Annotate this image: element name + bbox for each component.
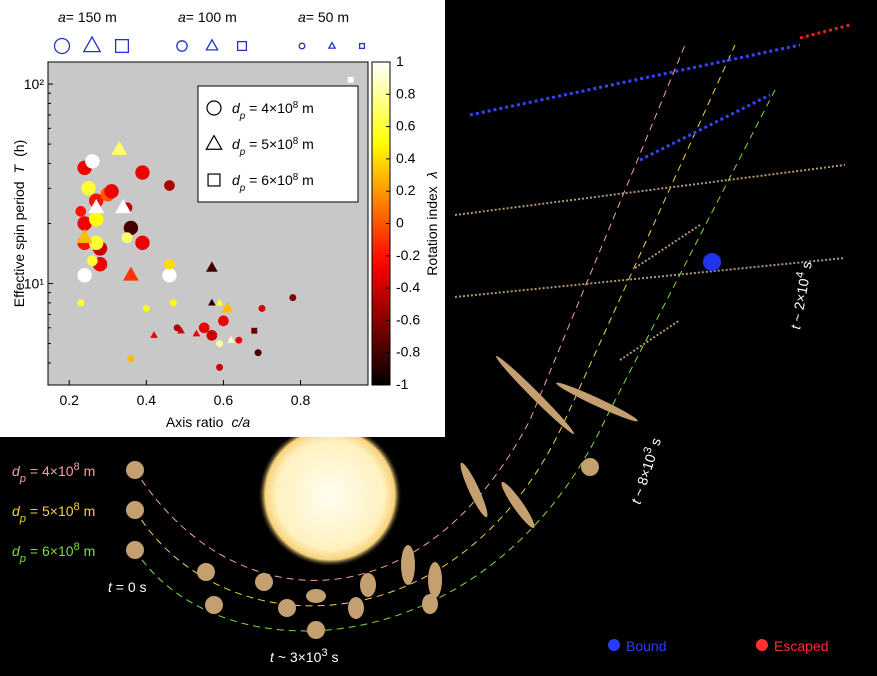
colorbar-tick-label: -0.6: [396, 311, 420, 327]
label-part: p: [19, 473, 26, 485]
y-axis-label: Effective spin period T (h): [11, 140, 27, 308]
label-part: = 150 m: [66, 9, 117, 25]
marker: [77, 268, 91, 282]
marker: [77, 299, 84, 306]
marker: [87, 255, 98, 266]
colorbar-tick-label: -0.8: [396, 344, 420, 360]
legend-label: Escaped: [774, 638, 828, 654]
label-part: a: [58, 9, 66, 25]
label-part: Rotation index: [424, 186, 440, 276]
marker: [348, 77, 354, 83]
label-part: Axis ratio: [166, 414, 224, 430]
marker: [235, 337, 242, 344]
x-tick-label: 0.8: [291, 392, 311, 408]
marker: [255, 349, 262, 356]
marker: [162, 268, 176, 282]
sun: [258, 423, 402, 567]
label-part: = 4×10: [245, 100, 293, 116]
label-part: Effective spin period: [11, 181, 27, 307]
label-part: m: [80, 503, 96, 519]
label-part: a: [298, 9, 306, 25]
marker: [164, 180, 175, 191]
legend-marker: [608, 639, 620, 651]
marker: [122, 232, 133, 243]
marker: [251, 328, 257, 334]
marker: [289, 294, 296, 301]
label-part: p: [19, 513, 26, 525]
colorbar-tick-label: -0.2: [396, 247, 420, 263]
colorbar-tick-label: 0: [396, 215, 404, 231]
figure: 0.20.40.60.810¹10²Axis ratioc/aEffective…: [0, 0, 877, 671]
label-part: = 5×10: [26, 503, 74, 519]
marker: [164, 259, 175, 270]
label: a= 50 m: [298, 9, 349, 25]
label-part: c/a: [231, 414, 250, 430]
label-part: m: [80, 463, 96, 479]
label-part: m: [298, 100, 314, 116]
legend-label: Bound: [626, 638, 666, 654]
label-part: λ: [424, 171, 440, 179]
label-part: = 5×10: [245, 136, 293, 152]
x-tick-label: 0.4: [137, 392, 157, 408]
colorbar-tick-label: 0.2: [396, 182, 416, 198]
label-part: = 4×10: [26, 463, 74, 479]
legend-marker: [756, 639, 768, 651]
marker: [127, 355, 134, 362]
label-part: m: [298, 172, 314, 188]
label-part: T: [11, 163, 27, 173]
marker: [216, 340, 223, 347]
label-part: m: [80, 543, 96, 559]
label: a= 100 m: [178, 9, 237, 25]
marker: [104, 184, 118, 198]
marker: [135, 236, 149, 250]
marker: [218, 316, 229, 327]
x-tick-label: 0.6: [214, 392, 234, 408]
colorbar-tick-label: -1: [396, 376, 409, 392]
bound-body: [703, 253, 721, 271]
label: a= 150 m: [58, 9, 117, 25]
label-part: = 6×10: [245, 172, 293, 188]
marker: [135, 165, 149, 179]
label-part: s: [328, 649, 339, 665]
label-part: a: [178, 9, 186, 25]
marker: [81, 181, 95, 195]
marker: [170, 299, 177, 306]
label-part: p: [19, 553, 26, 565]
label-part: = 6×10: [26, 543, 74, 559]
colorbar-tick-label: 1: [396, 53, 404, 69]
marker: [85, 154, 99, 168]
label: t ~ 3×103 s: [270, 647, 339, 665]
marker: [216, 364, 223, 371]
x-axis-label: Axis ratio c/a: [166, 414, 250, 430]
x-tick-label: 0.2: [59, 392, 79, 408]
colorbar-tick-label: -0.4: [396, 279, 420, 295]
label-part: ~ 3×10: [274, 649, 322, 665]
y-tick-label: 10²: [24, 76, 45, 92]
label-part: = 50 m: [306, 9, 349, 25]
colorbar-tick-label: 0.6: [396, 118, 416, 134]
marker: [143, 305, 150, 312]
marker: [207, 330, 218, 341]
label-part: m: [298, 136, 314, 152]
label: t = 0 s: [108, 579, 147, 595]
marker: [259, 305, 266, 312]
label-part: (h): [11, 140, 27, 157]
colorbar-tick-label: 0.4: [396, 150, 416, 166]
marker: [89, 212, 103, 226]
label-part: = 0 s: [112, 579, 147, 595]
marker: [199, 322, 210, 333]
colorbar-tick-label: 0.8: [396, 85, 416, 101]
label-part: = 100 m: [186, 9, 237, 25]
marker: [75, 206, 86, 217]
colorbar-label: Rotation index λ: [424, 171, 440, 276]
